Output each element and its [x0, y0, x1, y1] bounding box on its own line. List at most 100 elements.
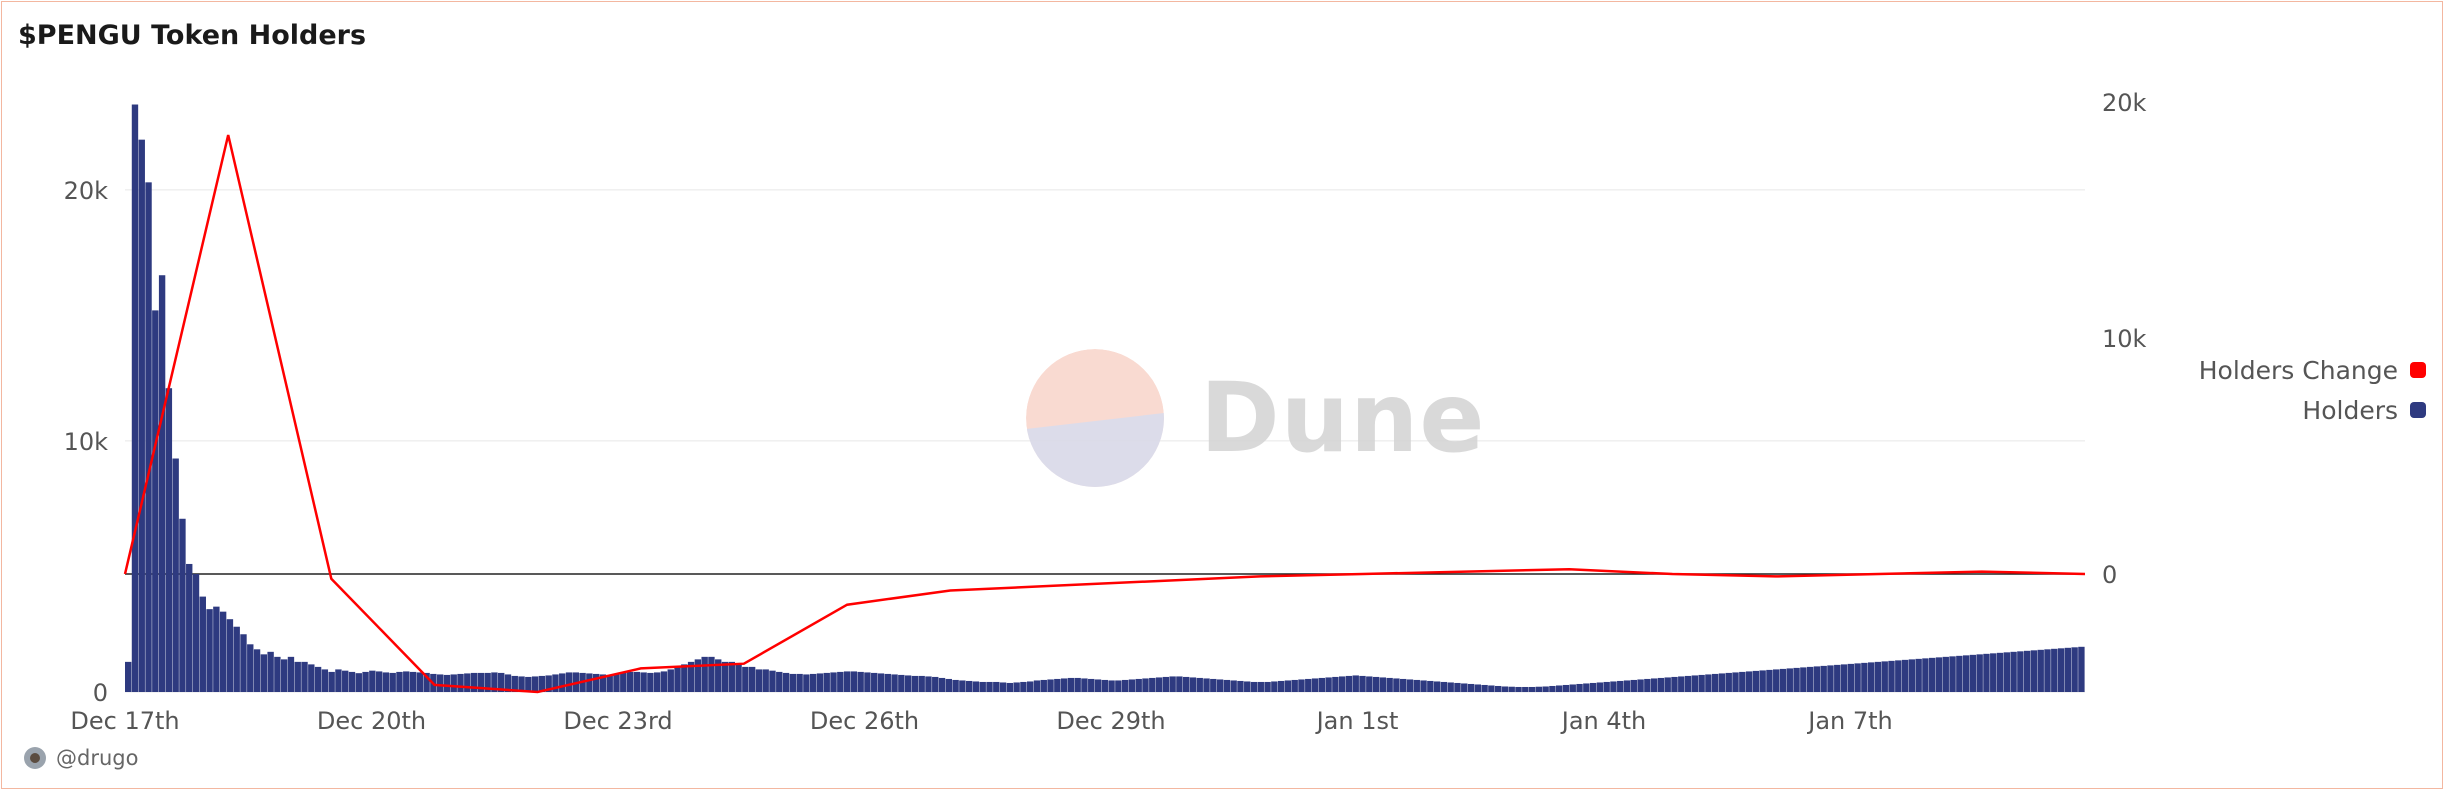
holders-bar [1488, 685, 1495, 692]
holders-bar [1447, 682, 1454, 692]
holders-bar [999, 682, 1007, 692]
holders-bar [1854, 663, 1861, 692]
holders-bar [1345, 675, 1353, 692]
holders-bar [525, 676, 532, 692]
x-tick-label: Jan 7th [1806, 707, 1893, 735]
holders-bar [1515, 686, 1522, 692]
holders-bar [1671, 676, 1678, 692]
holders-bar [477, 672, 485, 692]
holders-bar [1081, 678, 1088, 692]
holders-bar [1047, 679, 1054, 692]
holders-bar [369, 670, 376, 692]
holders-bar [1942, 656, 1949, 692]
holders-bar [1400, 678, 1407, 692]
holders-bar [199, 596, 206, 692]
holders-bar [1929, 657, 1936, 692]
holders-bar [152, 310, 159, 692]
holders-bar [260, 654, 268, 692]
holders-bar [314, 666, 322, 692]
holders-bar [721, 661, 729, 692]
holders-bar [1420, 680, 1427, 692]
holders-bar [816, 673, 824, 692]
holders-bar [484, 672, 491, 692]
holders-bar [809, 673, 817, 692]
holders-bar [1359, 675, 1366, 692]
holders-bar [131, 104, 139, 693]
holders-bar [1691, 675, 1699, 692]
holders-bar [138, 139, 145, 693]
holders-bar [1739, 671, 1746, 692]
holders-bar [2078, 646, 2085, 692]
holders-bar [1203, 678, 1210, 692]
author-credit[interactable]: @drugo [24, 746, 138, 770]
holders-bar [1311, 678, 1319, 692]
holders-bar [1216, 679, 1224, 692]
holders-bar [1874, 661, 1882, 692]
holders-bar [884, 673, 891, 692]
holders-bar [1535, 686, 1543, 692]
holders-bar [932, 676, 939, 692]
holders-bar [1834, 664, 1841, 692]
holders-bar [1223, 679, 1231, 692]
holders-bar [1230, 680, 1237, 692]
holders-bar [1983, 653, 1990, 692]
holders-bar [1732, 672, 1739, 692]
holders-bar [498, 672, 505, 692]
holders-bar [1861, 662, 1868, 692]
holders-bar [1318, 677, 1326, 692]
holders-bar [192, 574, 200, 692]
holders-bar [1711, 673, 1719, 692]
holders-bar [640, 672, 647, 692]
holders-bar [1257, 681, 1264, 692]
holders-bar [1128, 679, 1136, 692]
holders-bar [1271, 681, 1278, 692]
holders-bar [1915, 658, 1922, 692]
holders-bar [145, 182, 152, 692]
holders-bar [1962, 655, 1970, 692]
holders-bar [1867, 662, 1875, 692]
holders-bar [1569, 684, 1576, 692]
holders-bar [1210, 678, 1217, 692]
y-left-tick-label: 10k [64, 428, 109, 456]
author-name: @drugo [56, 746, 139, 770]
holders-change-line [123, 134, 2086, 694]
holders-bar [1182, 676, 1190, 692]
holders-bar [1549, 685, 1556, 692]
holders-bar [918, 675, 925, 692]
legend-item-holders-change[interactable]: Holders Change [2199, 350, 2426, 390]
holders-bar [708, 656, 715, 692]
holders-bar [701, 656, 708, 692]
holders-bar [450, 674, 457, 692]
holders-bar [694, 659, 702, 692]
legend-label: Holders Change [2198, 355, 2398, 385]
x-tick-label: Dec 20th [317, 707, 426, 735]
holders-bar [911, 675, 919, 692]
holders-bar [253, 649, 261, 692]
holders-bar [1427, 680, 1434, 692]
holders-bar [681, 664, 688, 692]
holders-bar [1054, 678, 1061, 692]
holders-bar [1901, 659, 1909, 692]
legend-item-holders[interactable]: Holders [2199, 390, 2426, 430]
holders-bar [382, 672, 390, 692]
holders-bar [1922, 658, 1929, 692]
holders-bar [511, 675, 518, 692]
holders-bar [850, 671, 858, 692]
holders-bar [1176, 676, 1183, 692]
holders-bar [803, 674, 810, 692]
holders-bar [1617, 680, 1624, 692]
chart-legend: Holders Change Holders [2199, 350, 2426, 430]
holders-bar [1149, 677, 1156, 692]
holders-bar [2003, 652, 2010, 692]
holders-bar [2017, 651, 2024, 692]
holders-bar [769, 670, 776, 692]
legend-swatch [2410, 362, 2426, 378]
holders-bar [1284, 680, 1292, 692]
holders-bar [837, 671, 844, 692]
holders-bar [321, 669, 329, 692]
holders-bar [274, 656, 281, 692]
dune-logo-icon [1026, 349, 1164, 487]
holders-bar [1467, 683, 1475, 692]
holders-bar [762, 669, 769, 692]
